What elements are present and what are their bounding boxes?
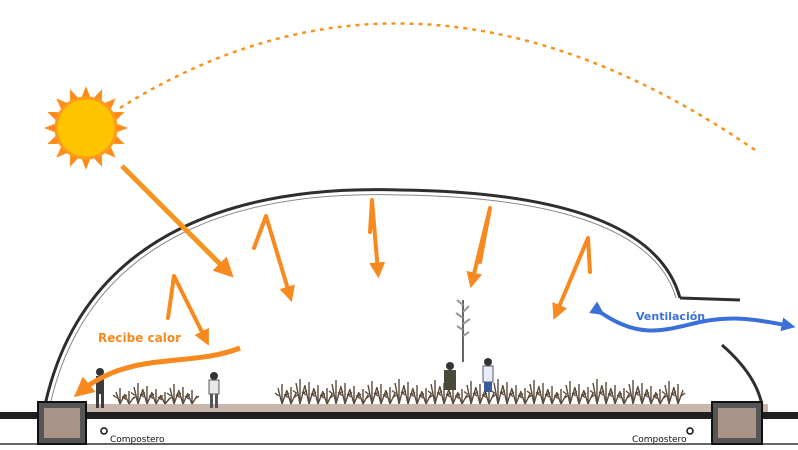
plant-icon	[382, 387, 398, 405]
solar-ray-arrow	[120, 164, 234, 278]
plant-icon	[562, 381, 578, 405]
ground-line	[0, 412, 798, 419]
sun-icon	[44, 86, 128, 170]
plant-icon	[328, 380, 344, 405]
composter-icon	[711, 401, 763, 445]
plant-icon	[589, 379, 605, 405]
plant-icon	[517, 388, 533, 405]
plant-icon	[292, 379, 308, 405]
ventilation-label: Ventilación	[636, 310, 705, 323]
composter-label-left: Compostero	[110, 435, 165, 445]
heat-label: Recibe calor	[98, 331, 181, 345]
plant-icon	[130, 383, 146, 405]
plant-icon	[661, 381, 677, 405]
ventilation-arrow	[589, 301, 796, 333]
plant-icon	[455, 299, 471, 362]
sun-ray	[56, 98, 69, 111]
plant-icon	[301, 382, 317, 405]
plant-icon	[364, 381, 380, 405]
heat-arrow	[252, 214, 295, 303]
heat-arrow	[552, 236, 592, 320]
sun-trajectory-arc	[119, 22, 756, 152]
plant-icon	[274, 384, 290, 405]
sun-ray	[44, 123, 57, 133]
plant-icon	[625, 380, 641, 405]
person-icon	[444, 362, 456, 390]
plant-icon	[391, 379, 407, 405]
ground-base	[0, 419, 798, 445]
plant-icon	[121, 391, 137, 405]
greenhouse-wall-right	[721, 343, 764, 406]
composter-marker-right	[686, 427, 694, 435]
plant-icon	[427, 380, 443, 405]
plant-icon	[418, 388, 434, 405]
person-icon	[482, 358, 494, 392]
plant-icon	[544, 386, 560, 405]
plant-icon	[139, 386, 155, 405]
plant-icon	[400, 382, 416, 405]
plant-icon	[436, 383, 452, 405]
plant-icon	[508, 385, 524, 405]
plant-icon	[355, 389, 371, 405]
plant-icon	[319, 388, 335, 405]
composter-icon	[37, 401, 87, 445]
ground-band	[38, 404, 768, 413]
sun-ray	[103, 145, 116, 158]
plant-icon	[337, 383, 353, 405]
plant-icon	[283, 387, 299, 405]
sun-ray	[81, 157, 91, 170]
plant-icon	[490, 379, 506, 405]
plant-icon	[166, 384, 182, 405]
plant-icon	[670, 384, 686, 405]
plant-icon	[310, 385, 326, 405]
plant-icon	[571, 384, 587, 405]
plant-icon	[616, 388, 632, 405]
plant-icon	[454, 389, 470, 405]
plant-icon	[463, 381, 479, 405]
composter-marker-left	[100, 427, 108, 435]
plant-icon	[445, 386, 461, 405]
greenhouse-dome-inner	[49, 194, 677, 406]
person-icon	[208, 372, 220, 408]
sun-ray	[56, 145, 69, 158]
plant-icon	[148, 389, 164, 405]
heat-arrow	[166, 274, 209, 346]
plant-icon	[499, 382, 515, 405]
sun-ray	[115, 123, 128, 133]
plant-icon	[184, 390, 200, 405]
plant-icon	[634, 383, 650, 405]
sun-ray	[103, 98, 116, 111]
person-icon	[96, 368, 104, 408]
plant-icon	[157, 392, 173, 405]
plant-icon	[553, 389, 569, 405]
plant-icon	[643, 386, 659, 405]
plant-icon	[346, 386, 362, 405]
crop-rows	[112, 379, 686, 405]
plant-icon	[607, 385, 623, 405]
plant-icon	[373, 384, 389, 405]
heat-arrow	[368, 198, 386, 279]
heat-flow-arrow	[73, 345, 241, 398]
heat-arrows	[166, 198, 592, 346]
plant-icon	[409, 385, 425, 405]
composter-label-right: Compostero	[632, 435, 687, 445]
heat-arrow	[466, 206, 492, 289]
plant-icon	[175, 387, 191, 405]
vent-flap-upper	[679, 296, 741, 302]
sun-ray	[81, 86, 91, 99]
plant-icon	[652, 389, 668, 405]
plant-icon	[526, 380, 542, 405]
plant-icon	[580, 387, 596, 405]
plant-icon	[472, 384, 488, 405]
greenhouse-dome	[43, 188, 682, 406]
plant-icon	[112, 388, 128, 405]
plant-icon	[598, 382, 614, 405]
plant-icon	[535, 383, 551, 405]
plant-icon	[481, 387, 497, 405]
